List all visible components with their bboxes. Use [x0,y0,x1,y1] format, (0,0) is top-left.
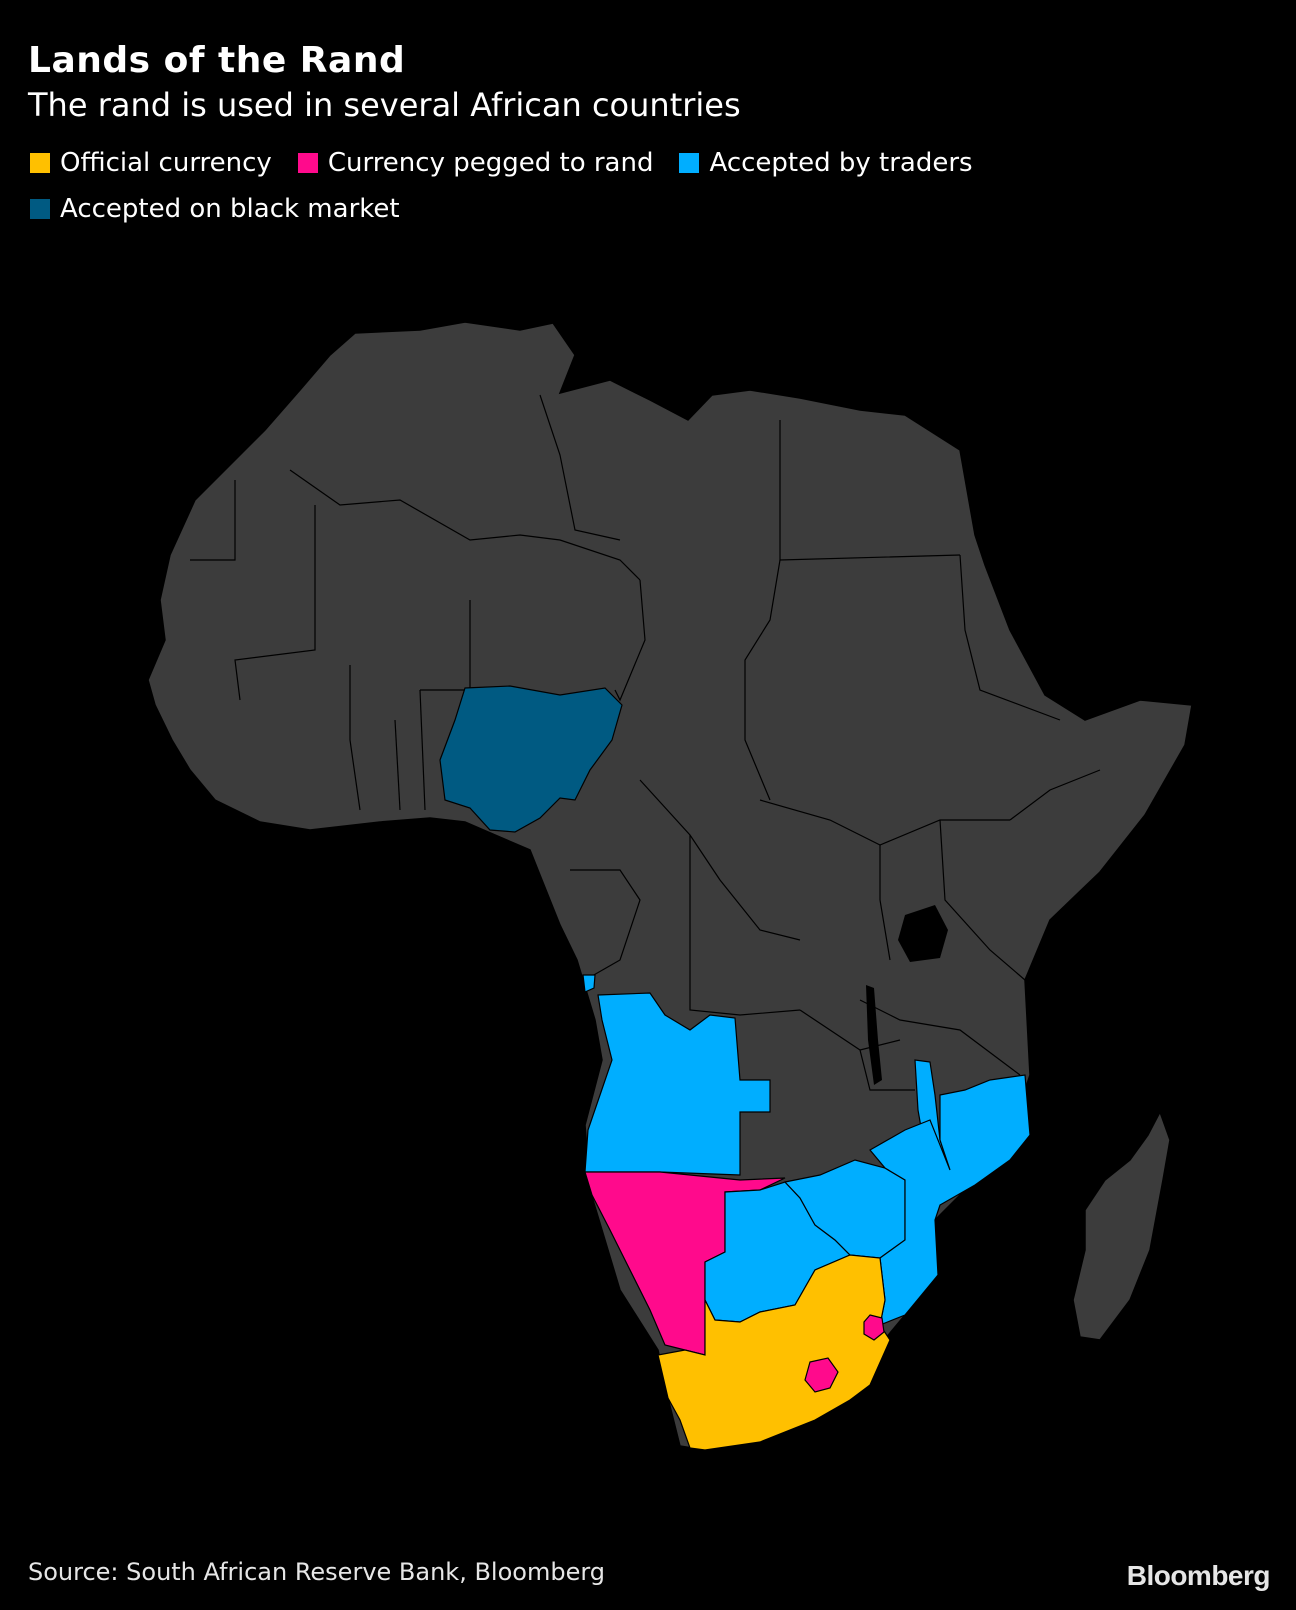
region-cabinda [582,974,596,993]
legend-item-black-market: Accepted on black market [30,196,400,222]
lake-victoria [898,905,948,962]
legend-label-official: Official currency [60,148,272,178]
legend-item-pegged: Currency pegged to rand [297,148,654,178]
region-mozambique [869,1074,1031,1326]
legend-item-traders: Accepted by traders [679,148,973,178]
legend-swatch-pegged [297,153,318,173]
legend-label-pegged: Currency pegged to rand [327,148,654,178]
lake-tanganyika [866,985,882,1085]
legend-label-black-market: Accepted on black market [60,194,400,224]
legend-label-traders: Accepted by traders [709,148,973,178]
legend-swatch-black-market [30,199,50,219]
africa-map [147,321,1193,1450]
region-eswatini [863,1314,885,1341]
region-angola [584,992,771,1176]
legend-item-official: Official currency [30,150,272,176]
legend-swatch-official [30,153,50,173]
chart-subtitle: The rand is used in several African coun… [28,86,741,124]
legend-swatch-traders [679,153,700,173]
bloomberg-logo: Bloomberg [1126,1560,1271,1591]
source-note: Source: South African Reserve Bank, Bloo… [28,1558,606,1586]
legend: Official currency Currency pegged to ran… [30,150,1030,222]
region-south-africa [657,1254,891,1450]
region-lesotho [804,1357,839,1393]
chart-title: Lands of the Rand [28,40,406,81]
region-nigeria [439,685,623,833]
madagascar-island [1072,1110,1171,1341]
